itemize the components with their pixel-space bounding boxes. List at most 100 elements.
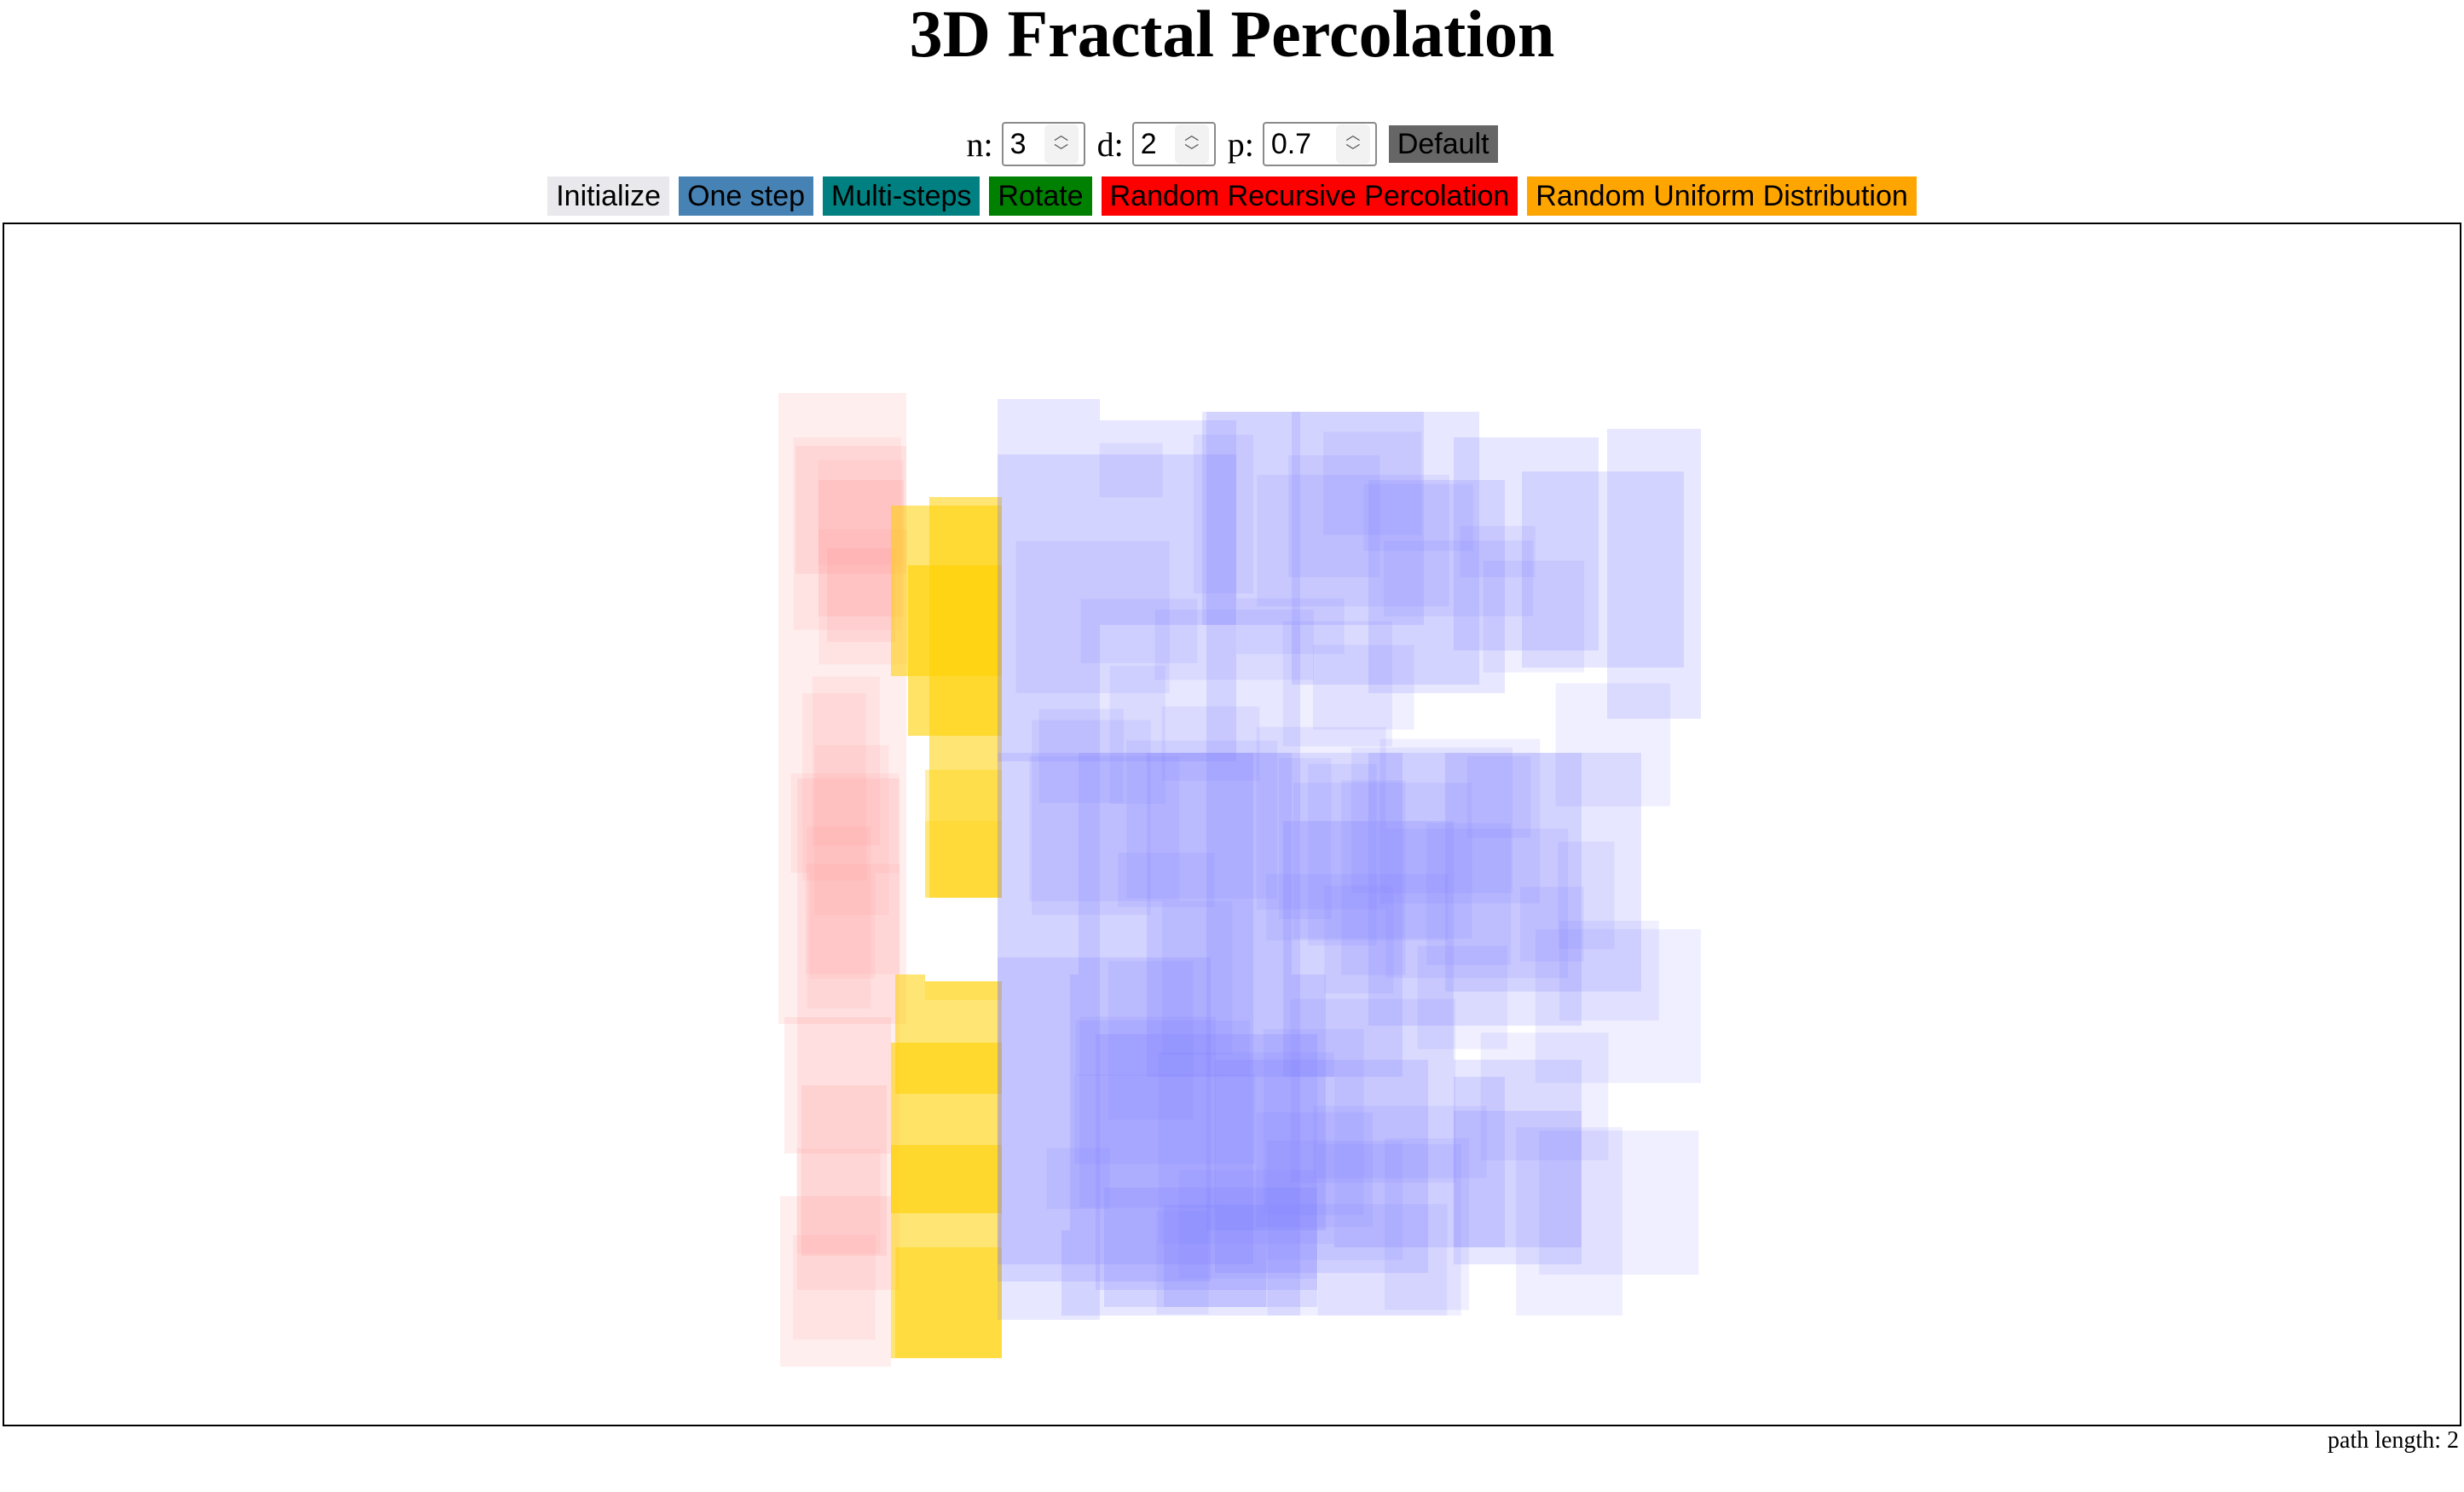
blue-cube [1555,683,1671,807]
p-stepper[interactable]: ︿﹀ [1262,122,1377,166]
rotate-button[interactable]: Rotate [989,176,1092,216]
blue-cube [1287,455,1380,578]
blue-cube [1341,780,1406,975]
blue-cube [1520,887,1584,962]
blue-cube [1324,885,1394,994]
blue-cube [1607,429,1701,719]
random-recursive-percolation-button[interactable]: Random Recursive Percolation [1101,176,1518,216]
red-cube [802,693,866,881]
p-input[interactable] [1264,125,1336,163]
yellow-cube [908,565,1002,736]
red-cube [795,446,906,574]
blue-cube [1266,1140,1403,1260]
fractal-visualization [778,393,1701,1367]
blue-cube [1079,753,1292,974]
blue-cube [1379,738,1541,904]
blue-cube [1108,961,1194,1120]
blue-cube [1279,758,1332,919]
blue-cube [1351,747,1513,893]
blue-cube [1516,1127,1623,1316]
d-stepper[interactable]: ︿﹀ [1131,122,1216,166]
spinner-arrows-icon[interactable]: ︿ ﹀ [1335,124,1370,164]
blue-cube [1460,525,1536,578]
blue-cube [1466,755,1531,838]
red-cube [809,872,876,979]
red-cube [818,480,904,616]
blue-cube [1558,841,1615,950]
blue-cube [1075,1020,1251,1076]
red-cube [806,864,900,974]
n-label: n: [966,124,993,164]
blue-cube [1368,753,1582,1026]
d-input[interactable] [1133,125,1175,163]
red-cube [780,1196,891,1367]
blue-cube [1384,541,1534,616]
red-cube [790,773,899,873]
blue-cube [1417,946,1508,1050]
blue-cube [1096,1034,1317,1290]
gap [925,898,1002,981]
blue-cube [1313,645,1414,730]
parameter-controls: n: ︿﹀ d: ︿﹀ p: ︿﹀ Default [0,120,2464,168]
blue-cube [1282,621,1393,747]
red-cube [818,460,904,565]
blue-cube [1109,665,1165,805]
default-button[interactable]: Default [1388,125,1498,163]
blue-cube [1202,412,1424,625]
red-cube [807,826,871,1009]
random-uniform-distribution-button[interactable]: Random Uniform Distribution [1527,176,1917,216]
blue-cube [1029,756,1180,901]
blue-cube [1263,1029,1364,1216]
blue-cube [1317,1143,1461,1316]
blue-cube [1118,853,1215,907]
blue-cube [998,454,1236,761]
red-cube [827,548,895,642]
blue-cube [1454,1111,1582,1264]
spinner-arrows-icon[interactable]: ︿ ﹀ [1174,124,1209,164]
blue-cube [998,399,1100,1320]
blue-cube [1193,434,1254,594]
blue-cube [1292,412,1479,685]
blue-cube [1522,471,1684,668]
blue-cube [1161,900,1233,1055]
blue-cube [1267,1204,1448,1316]
blue-cube [1161,706,1260,781]
blue-cube [1290,998,1456,1183]
percolation-canvas[interactable] [3,223,2461,1426]
blue-cube [1313,1106,1487,1178]
spinner-arrows-icon[interactable]: ︿ ﹀ [1044,124,1079,164]
page-title: 3D Fractal Percolation [909,0,1555,71]
multi-steps-button[interactable]: Multi-steps [823,176,980,216]
blue-cube [998,753,1253,1264]
one-step-button[interactable]: One step [679,176,814,216]
blue-cube [1074,1074,1256,1165]
red-cube [812,676,881,846]
blue-cube [1293,783,1472,939]
yellow-cube [895,1247,1002,1358]
blue-cube [1308,764,1377,946]
blue-cube [1104,1188,1317,1307]
blue-cube [1323,431,1422,535]
blue-cube [1257,474,1449,607]
n-input[interactable] [1003,125,1044,163]
blue-cube [1426,823,1512,966]
blue-cube [1256,726,1386,910]
blue-cube [1236,598,1345,655]
blue-cube [1164,1205,1266,1307]
blue-cube [1535,928,1701,1084]
blue-cube [1080,599,1198,663]
blue-cube [1079,1016,1217,1208]
blue-cube [1100,420,1236,625]
red-cube [793,437,901,630]
blue-cube [1454,1060,1582,1247]
blue-cube [1334,1077,1505,1247]
blue-cube [1483,560,1585,673]
blue-cube [1178,1170,1317,1279]
d-label: d: [1096,124,1124,164]
n-stepper[interactable]: ︿﹀ [1001,122,1085,166]
blue-cube [1046,1148,1110,1210]
blue-cube [1385,828,1569,979]
blue-cube [1147,753,1403,1077]
initialize-button[interactable]: Initialize [547,176,670,216]
blue-cube [1368,480,1505,693]
